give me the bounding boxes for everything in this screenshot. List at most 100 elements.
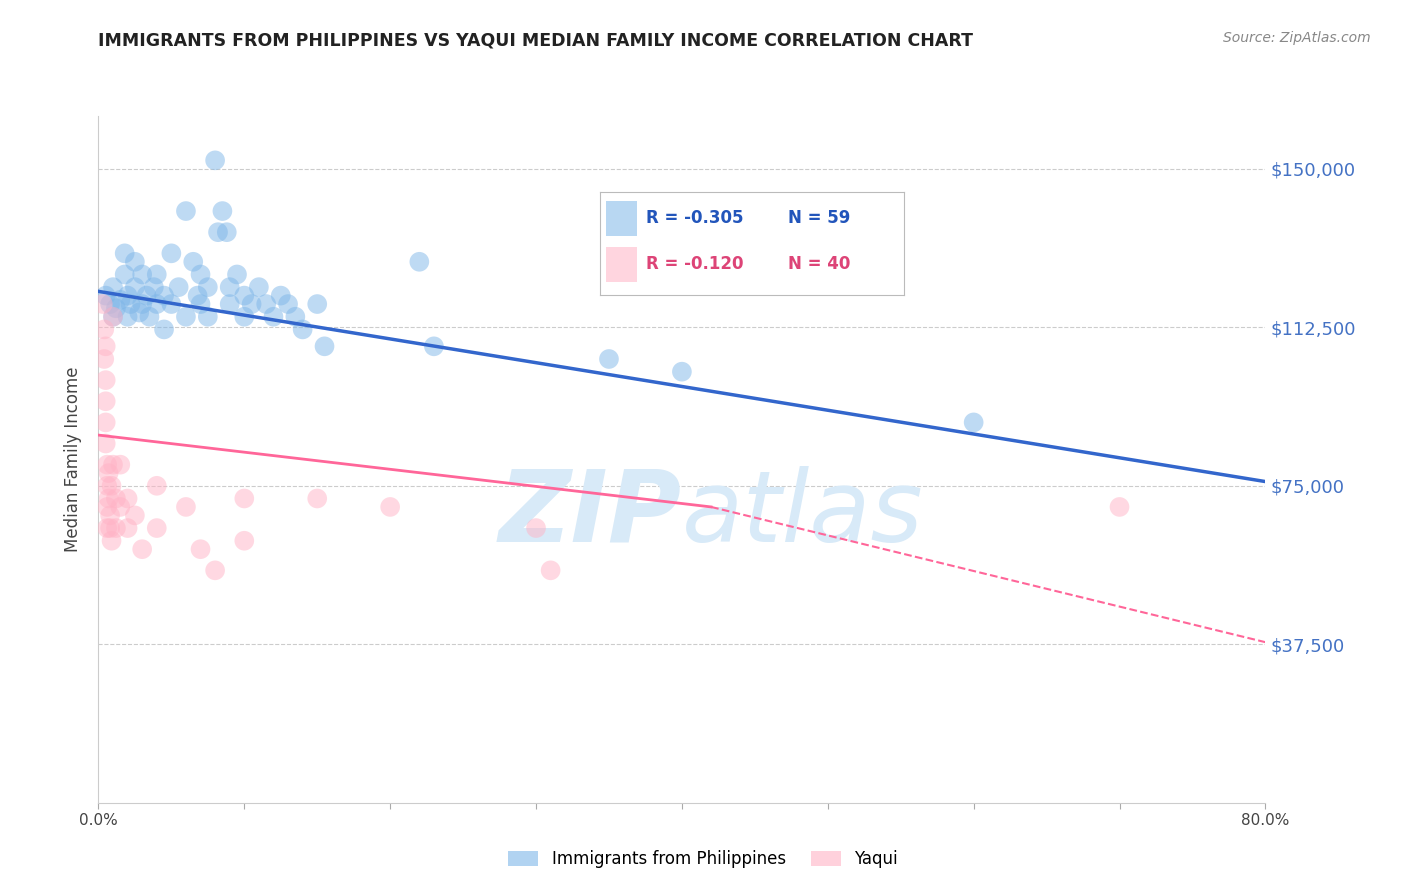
Point — [98, 297, 121, 311]
Point — [101, 280, 124, 294]
Point — [94, 394, 117, 409]
Point — [408, 254, 430, 268]
Point — [131, 268, 153, 282]
Point — [181, 254, 204, 268]
Point — [174, 310, 197, 324]
Point — [174, 204, 197, 219]
Point — [104, 301, 127, 316]
Point — [233, 533, 256, 548]
Point — [226, 268, 249, 282]
Point — [124, 254, 146, 268]
Point — [307, 491, 329, 506]
Bar — [606, 247, 637, 282]
Point — [93, 322, 115, 336]
Point — [98, 508, 121, 523]
Point — [1108, 500, 1130, 514]
Point — [96, 521, 118, 535]
Point — [540, 563, 562, 577]
Point — [187, 288, 209, 302]
Point — [94, 288, 117, 302]
Point — [94, 373, 117, 387]
Legend: Immigrants from Philippines, Yaqui: Immigrants from Philippines, Yaqui — [502, 844, 904, 875]
Point — [94, 436, 117, 450]
Point — [98, 521, 121, 535]
Point — [124, 280, 146, 294]
Point — [117, 288, 139, 302]
Point — [218, 297, 240, 311]
Point — [153, 322, 176, 336]
Point — [146, 268, 169, 282]
Point — [120, 297, 142, 311]
Point — [146, 479, 169, 493]
Point — [96, 458, 118, 472]
Point — [215, 225, 238, 239]
Point — [211, 204, 233, 219]
Point — [270, 288, 292, 302]
Point — [104, 491, 127, 506]
Point — [101, 458, 124, 472]
Point — [817, 254, 839, 268]
Point — [247, 280, 270, 294]
Point — [190, 268, 212, 282]
Point — [254, 297, 277, 311]
Text: N = 40: N = 40 — [789, 255, 851, 273]
Point — [146, 521, 169, 535]
Bar — [606, 201, 637, 235]
Point — [598, 351, 620, 366]
Point — [110, 500, 132, 514]
Point — [135, 288, 157, 302]
Point — [291, 322, 314, 336]
Point — [423, 339, 446, 353]
Point — [314, 339, 336, 353]
Point — [218, 280, 240, 294]
Point — [153, 288, 176, 302]
Point — [160, 297, 183, 311]
Point — [207, 225, 229, 239]
Point — [93, 351, 115, 366]
Point — [378, 500, 402, 514]
Text: atlas: atlas — [682, 466, 924, 563]
Point — [117, 310, 139, 324]
Point — [197, 280, 219, 294]
Point — [96, 500, 118, 514]
Point — [142, 280, 165, 294]
Text: IMMIGRANTS FROM PHILIPPINES VS YAQUI MEDIAN FAMILY INCOME CORRELATION CHART: IMMIGRANTS FROM PHILIPPINES VS YAQUI MED… — [98, 31, 973, 49]
Point — [96, 479, 118, 493]
Point — [124, 508, 146, 523]
Point — [307, 297, 329, 311]
Point — [100, 533, 122, 548]
Point — [284, 310, 307, 324]
Text: Source: ZipAtlas.com: Source: ZipAtlas.com — [1223, 31, 1371, 45]
Point — [138, 310, 160, 324]
Point — [671, 365, 693, 379]
Point — [204, 563, 226, 577]
Y-axis label: Median Family Income: Median Family Income — [65, 367, 83, 552]
Point — [146, 297, 169, 311]
Point — [117, 491, 139, 506]
Point — [110, 458, 132, 472]
Point — [101, 310, 124, 324]
Point — [91, 297, 114, 311]
Point — [190, 542, 212, 557]
Point — [197, 310, 219, 324]
Text: ZIP: ZIP — [499, 466, 682, 563]
Point — [160, 246, 183, 260]
Point — [94, 339, 117, 353]
Point — [204, 153, 226, 168]
Point — [277, 297, 299, 311]
Point — [114, 246, 136, 260]
Point — [100, 479, 122, 493]
Point — [240, 297, 263, 311]
Point — [962, 416, 984, 430]
Point — [97, 491, 120, 506]
Point — [117, 521, 139, 535]
Point — [233, 491, 256, 506]
Text: R = -0.120: R = -0.120 — [645, 255, 744, 273]
Point — [190, 297, 212, 311]
Point — [233, 288, 256, 302]
Point — [101, 310, 124, 324]
Text: R = -0.305: R = -0.305 — [645, 209, 744, 227]
Point — [128, 305, 150, 319]
Point — [167, 280, 190, 294]
Point — [524, 521, 547, 535]
